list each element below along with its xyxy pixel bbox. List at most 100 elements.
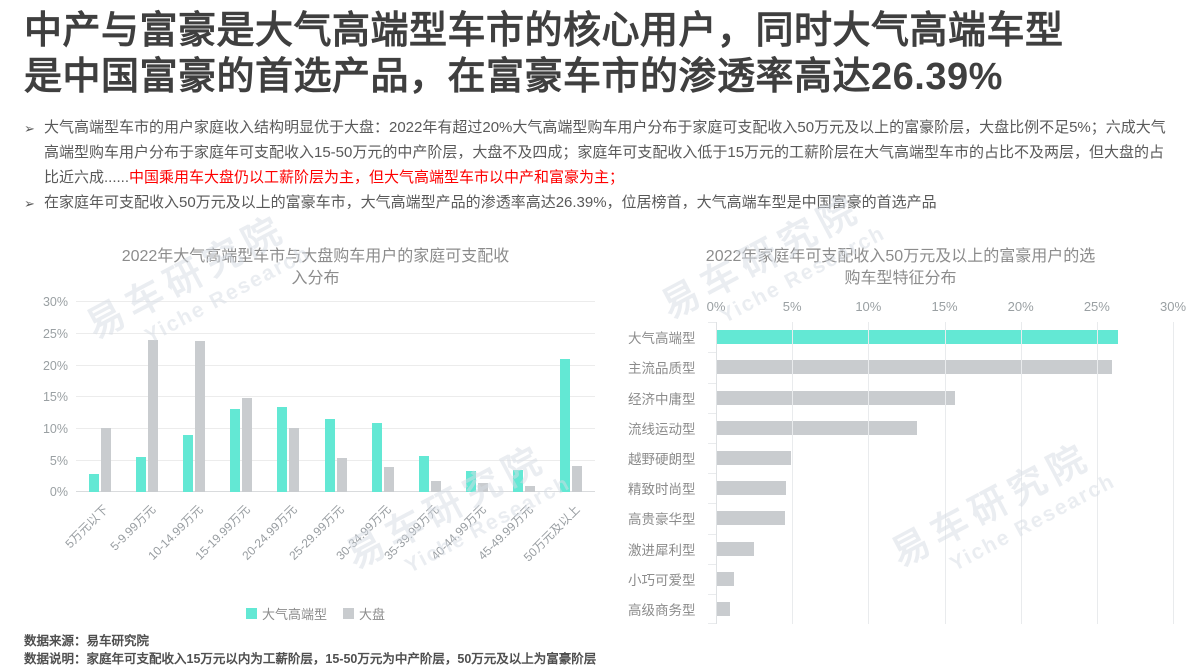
x-axis-tick-label: 0% — [706, 299, 726, 315]
bar-精致时尚型 — [716, 481, 787, 496]
bar-group: 25-29.99万元 — [286, 302, 359, 563]
gridline — [76, 301, 595, 303]
bullet-text-1-normal: 大气高端型车市的用户家庭收入结构明显优于大盘：2022年有超过20%大气高端型购… — [44, 119, 1166, 186]
bar-激进犀利型 — [716, 541, 755, 556]
legend-label: 大气高端型 — [261, 607, 327, 622]
left-chart-title: 2022年大气高端型车市与大盘购车用户的家庭可支配收入分布 — [121, 248, 510, 288]
legend-item: 大气高端型 — [245, 604, 327, 623]
bar-group: 15-19.99万元 — [192, 302, 265, 563]
category-label: 流线运动型 — [628, 421, 696, 437]
gridline — [716, 322, 717, 625]
bar-row — [708, 473, 1173, 503]
right-chart-plot-column: 0% 5% 10% 15% 20% 25% 30% — [707, 298, 1186, 625]
bar-大盘 — [242, 398, 253, 493]
bullet-item-2: ➢ 在家庭年可支配收入50万元及以上的富豪车市，大气高端型产品的渗透率高达26.… — [24, 191, 1176, 216]
gridline — [868, 322, 870, 625]
footer-source: 数据来源：易车研究院 — [24, 634, 150, 648]
bar-group: 5-9.99万元 — [107, 302, 170, 554]
legend-swatch — [343, 608, 354, 619]
gridline — [76, 396, 595, 398]
bar-大盘 — [147, 340, 158, 493]
bar-group: 5万元以下 — [62, 302, 123, 551]
gridline — [76, 332, 595, 334]
bullet-text-1-highlight: 中国乘用车大盘仍以工薪阶层为主，但大气高端型车市以中产和富豪为主； — [129, 168, 625, 186]
page-title: 中产与富豪是大气高端型车市的核心用户，同时大气高端车型 是中国富豪的首选产品，在… — [24, 8, 1174, 101]
bar-group: 30-34.99万元 — [334, 302, 406, 563]
footer-note: 数据说明：家庭年可支配收入15万元以内为工薪阶层，15-50万元为中产阶层，50… — [24, 652, 597, 667]
gridline — [76, 364, 595, 366]
bar-row — [708, 563, 1173, 594]
right-chart-title: 2022年家庭年可支配收入50万元及以上的富豪用户的选购车型特征分布 — [705, 248, 1096, 288]
bar-大气高端型 — [371, 423, 382, 493]
bar-大盘 — [336, 457, 347, 493]
bar-group: 35-39.99万元 — [381, 302, 453, 563]
bar-大盘 — [194, 341, 205, 493]
bar-大气高端型 — [716, 330, 1118, 345]
gridline — [76, 491, 595, 493]
bar-大盘 — [430, 480, 441, 493]
category-label: 经济中庸型 — [628, 391, 696, 407]
bar-大盘 — [100, 428, 111, 493]
bar-高级商务型 — [716, 602, 730, 617]
y-axis-tick-label: 20% — [42, 358, 68, 373]
x-axis-tick-label: 30% — [1159, 299, 1187, 315]
gridline — [792, 322, 794, 625]
bar-大气高端型 — [513, 470, 524, 493]
bar-row — [708, 322, 1173, 352]
y-axis-tick-label: 5% — [49, 453, 68, 468]
bar-大气高端型 — [182, 435, 193, 493]
bar-group: 50万元及以上 — [521, 302, 595, 564]
bar-大气高端型 — [135, 457, 146, 493]
income-distribution-chart: 2022年大气高端型车市与大盘购车用户的家庭可支配收入分布 0% 5% 10% 15%… — [28, 246, 603, 641]
bullet-text-1: 大气高端型车市的用户家庭收入结构明显优于大盘：2022年有超过20%大气高端型购… — [44, 116, 1176, 191]
x-axis-label: 5万元以下 — [62, 502, 111, 552]
bullet-arrow-icon: ➢ — [24, 195, 35, 211]
x-axis-tick-label: 15% — [931, 299, 958, 315]
y-axis-tick-label: 0% — [49, 485, 68, 500]
category-label: 主流品质型 — [628, 361, 696, 377]
bar-经济中庸型 — [716, 390, 956, 405]
bar-小巧可爱型 — [716, 571, 735, 586]
page-title-line2: 是中国富豪的首选产品，在富豪车市的渗透率高达26.39% — [24, 56, 1003, 99]
page-title-line1: 中产与富豪是大气高端型车市的核心用户，同时大气高端车型 — [24, 10, 1064, 52]
bar-group: 45-49.99万元 — [475, 302, 548, 563]
bar-groups: 5万元以下 5-9.99万元 10-14.99万元 15-19.99万元 20-24.9… — [62, 302, 595, 564]
bar-row — [708, 593, 1173, 624]
bar-大盘 — [289, 428, 300, 493]
bullet-item-1: ➢ 大气高端型车市的用户家庭收入结构明显优于大盘：2022年有超过20%大气高端… — [24, 116, 1176, 191]
bullet-text-2: 在家庭年可支配收入50万元及以上的富豪车市，大气高端型产品的渗透率高达26.39… — [44, 191, 1176, 216]
bar-大气高端型 — [88, 473, 99, 493]
category-label: 小巧可爱型 — [628, 572, 696, 588]
bar-大盘 — [383, 467, 394, 493]
bar-row — [708, 382, 1173, 413]
bar-row — [708, 533, 1173, 564]
bar-主流品质型 — [716, 360, 1113, 375]
bar-大气高端型 — [560, 359, 571, 493]
bar-row — [708, 503, 1173, 533]
bullet-text-2-normal: 在家庭年可支配收入50万元及以上的富豪车市，大气高端型产品的渗透率高达26.39… — [44, 193, 937, 211]
rich-user-model-preference-chart: 2022年家庭年可支配收入50万元及以上的富豪用户的选购车型特征分布 大气高端型… — [628, 246, 1186, 641]
left-chart-legend: 大气高端型 大盘 — [28, 604, 603, 623]
y-axis-tick-label: 15% — [42, 390, 68, 405]
gridline — [944, 322, 946, 625]
bar-group: 20-24.99万元 — [239, 302, 312, 563]
x-axis-tick-label: 5% — [782, 299, 802, 315]
bar-大盘 — [572, 465, 583, 493]
gridline — [1096, 322, 1098, 625]
y-axis-tick-label: 10% — [42, 421, 68, 436]
right-chart-x-axis: 0% 5% 10% 15% 20% 25% 30% — [707, 298, 1186, 322]
bar-row — [708, 442, 1173, 473]
right-chart-plot-area — [708, 322, 1174, 625]
bar-大气高端型 — [230, 408, 241, 493]
bar-大气高端型 — [418, 456, 429, 493]
legend-item: 大盘 — [343, 604, 385, 623]
footer: 数据来源：易车研究院 数据说明：家庭年可支配收入15万元以内为工薪阶层，15-5… — [24, 632, 596, 668]
category-label: 越野硬朗型 — [628, 452, 696, 468]
y-axis-tick-label: 25% — [42, 326, 68, 341]
x-axis-tick-label: 10% — [855, 299, 882, 315]
right-chart-body: 大气高端型 主流品质型 经济中庸型 流线运动型 越野硬朗型 精致时尚型 高贵豪华型 激进犀利型… — [628, 298, 1186, 625]
category-label: 精致时尚型 — [628, 482, 696, 498]
gridline — [1173, 322, 1174, 625]
category-label: 高级商务型 — [628, 603, 696, 619]
bar-大气高端型 — [466, 470, 477, 493]
